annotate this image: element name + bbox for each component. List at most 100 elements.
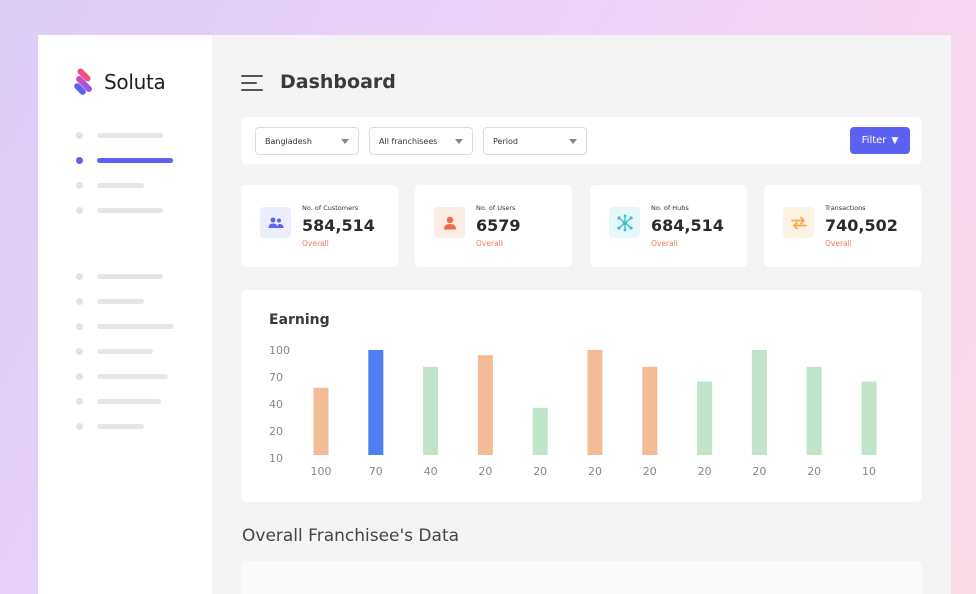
stat-label: No. of Customers — [302, 204, 359, 212]
sidebar-item-4[interactable] — [76, 198, 173, 223]
nav-group-primary — [76, 123, 173, 223]
nav-dot — [76, 207, 83, 214]
sidebar-item-7[interactable] — [76, 314, 174, 339]
nav-label-placeholder — [97, 208, 163, 213]
nav-dot — [76, 273, 83, 280]
filter-button-label: Filter — [861, 135, 887, 146]
x-tick-label: 20 — [698, 465, 712, 478]
users-icon — [260, 207, 291, 238]
nav-dot — [76, 298, 83, 305]
chart-bar[interactable] — [313, 387, 329, 455]
stat-sub: Overall — [825, 239, 852, 248]
chart-bar[interactable] — [697, 381, 713, 456]
filter-button[interactable]: Filter ▼ — [850, 127, 910, 154]
stat-card-hubs[interactable]: No. of Hubs 684,514 Overall — [590, 185, 747, 267]
stat-label: Transactions — [825, 204, 866, 212]
stat-sub: Overall — [651, 239, 678, 248]
page-title: Dashboard — [280, 71, 396, 93]
chart-bar[interactable] — [587, 350, 603, 455]
x-tick-label: 20 — [643, 465, 657, 478]
franchisee-data-card — [241, 561, 922, 594]
x-tick-label: 20 — [752, 465, 766, 478]
x-tick-label: 40 — [424, 465, 438, 478]
x-tick-label: 20 — [478, 465, 492, 478]
sidebar-item-3[interactable] — [76, 173, 173, 198]
stat-card-customers[interactable]: No. of Customers 584,514 Overall — [241, 185, 398, 267]
stat-value: 740,502 — [825, 216, 898, 235]
chart-bar[interactable] — [806, 366, 822, 455]
sidebar-item-10[interactable] — [76, 389, 174, 414]
earning-chart-card: Earning 100 70 40 20 10 100 70 40 20 20 20 20 20 20 20… — [241, 290, 922, 502]
nav-group-secondary — [76, 264, 174, 439]
nav-label-placeholder — [97, 133, 163, 138]
y-tick-label: 10 — [269, 452, 283, 465]
nav-dot — [76, 373, 83, 380]
transfer-icon — [783, 207, 814, 238]
chart-bar[interactable] — [642, 366, 658, 455]
country-select-value: Bangladesh — [265, 136, 312, 146]
filter-bar: Bangladesh All franchisees Period Filter… — [241, 117, 922, 164]
stat-card-transactions[interactable]: Transactions 740,502 Overall — [764, 185, 921, 267]
sidebar-item-1[interactable] — [76, 123, 173, 148]
nav-label-placeholder — [97, 374, 168, 379]
sidebar: Soluta — [38, 35, 212, 594]
country-select[interactable]: Bangladesh — [255, 127, 359, 155]
stat-label: No. of Hubs — [651, 204, 689, 212]
nav-dot — [76, 132, 83, 139]
stat-sub: Overall — [302, 239, 329, 248]
stat-card-users[interactable]: No. of Users 6579 Overall — [415, 185, 572, 267]
chart-title: Earning — [269, 312, 330, 328]
nav-dot — [76, 423, 83, 430]
stat-label: No. of Users — [476, 204, 516, 212]
nav-label-placeholder — [97, 299, 144, 304]
y-tick-label: 70 — [269, 371, 283, 384]
chart-bar[interactable] — [477, 355, 493, 455]
chart-bar[interactable] — [861, 381, 877, 456]
x-tick-label: 10 — [862, 465, 876, 478]
sidebar-item-5[interactable] — [76, 264, 174, 289]
nav-label-placeholder — [97, 324, 174, 329]
main-content: Dashboard Bangladesh All franchisees Per… — [212, 35, 951, 594]
nav-label-placeholder — [97, 158, 173, 163]
nav-dot — [76, 398, 83, 405]
menu-icon[interactable] — [241, 75, 263, 91]
franchisee-select[interactable]: All franchisees — [369, 127, 473, 155]
nav-dot — [76, 182, 83, 189]
nav-label-placeholder — [97, 424, 144, 429]
user-icon — [434, 207, 465, 238]
funnel-icon: ▼ — [891, 135, 899, 146]
stat-value: 684,514 — [651, 216, 724, 235]
y-tick-label: 40 — [269, 398, 283, 411]
sidebar-item-9[interactable] — [76, 364, 174, 389]
chart-bar[interactable] — [423, 366, 439, 455]
x-tick-label: 20 — [533, 465, 547, 478]
nav-label-placeholder — [97, 183, 144, 188]
period-select[interactable]: Period — [483, 127, 587, 155]
section-title: Overall Franchisee's Data — [242, 526, 460, 546]
chart-bar[interactable] — [368, 350, 384, 455]
stat-sub: Overall — [476, 239, 503, 248]
chart-bar[interactable] — [532, 407, 548, 455]
sidebar-item-8[interactable] — [76, 339, 174, 364]
chevron-down-icon — [455, 139, 463, 144]
chevron-down-icon — [341, 139, 349, 144]
app-window: Soluta Dashboard Bangladesh — [38, 35, 951, 594]
sidebar-item-11[interactable] — [76, 414, 174, 439]
x-tick-label: 100 — [311, 465, 332, 478]
logo[interactable]: Soluta — [72, 67, 166, 97]
y-tick-label: 20 — [269, 425, 283, 438]
stat-value: 584,514 — [302, 216, 375, 235]
chart-bar[interactable] — [751, 350, 767, 455]
x-tick-label: 70 — [369, 465, 383, 478]
sidebar-item-6[interactable] — [76, 289, 174, 314]
soluta-logo-icon — [74, 68, 92, 95]
nav-label-placeholder — [97, 349, 153, 354]
app-name: Soluta — [104, 70, 166, 94]
hubs-icon — [609, 207, 640, 238]
nav-dot — [76, 348, 83, 355]
nav-dot — [76, 157, 83, 164]
sidebar-item-2-active[interactable] — [76, 148, 173, 173]
earning-bar-chart: 100 70 40 20 10 100 70 40 20 20 20 20 20 20 20 10 — [269, 344, 877, 478]
nav-dot — [76, 323, 83, 330]
chevron-down-icon — [569, 139, 577, 144]
